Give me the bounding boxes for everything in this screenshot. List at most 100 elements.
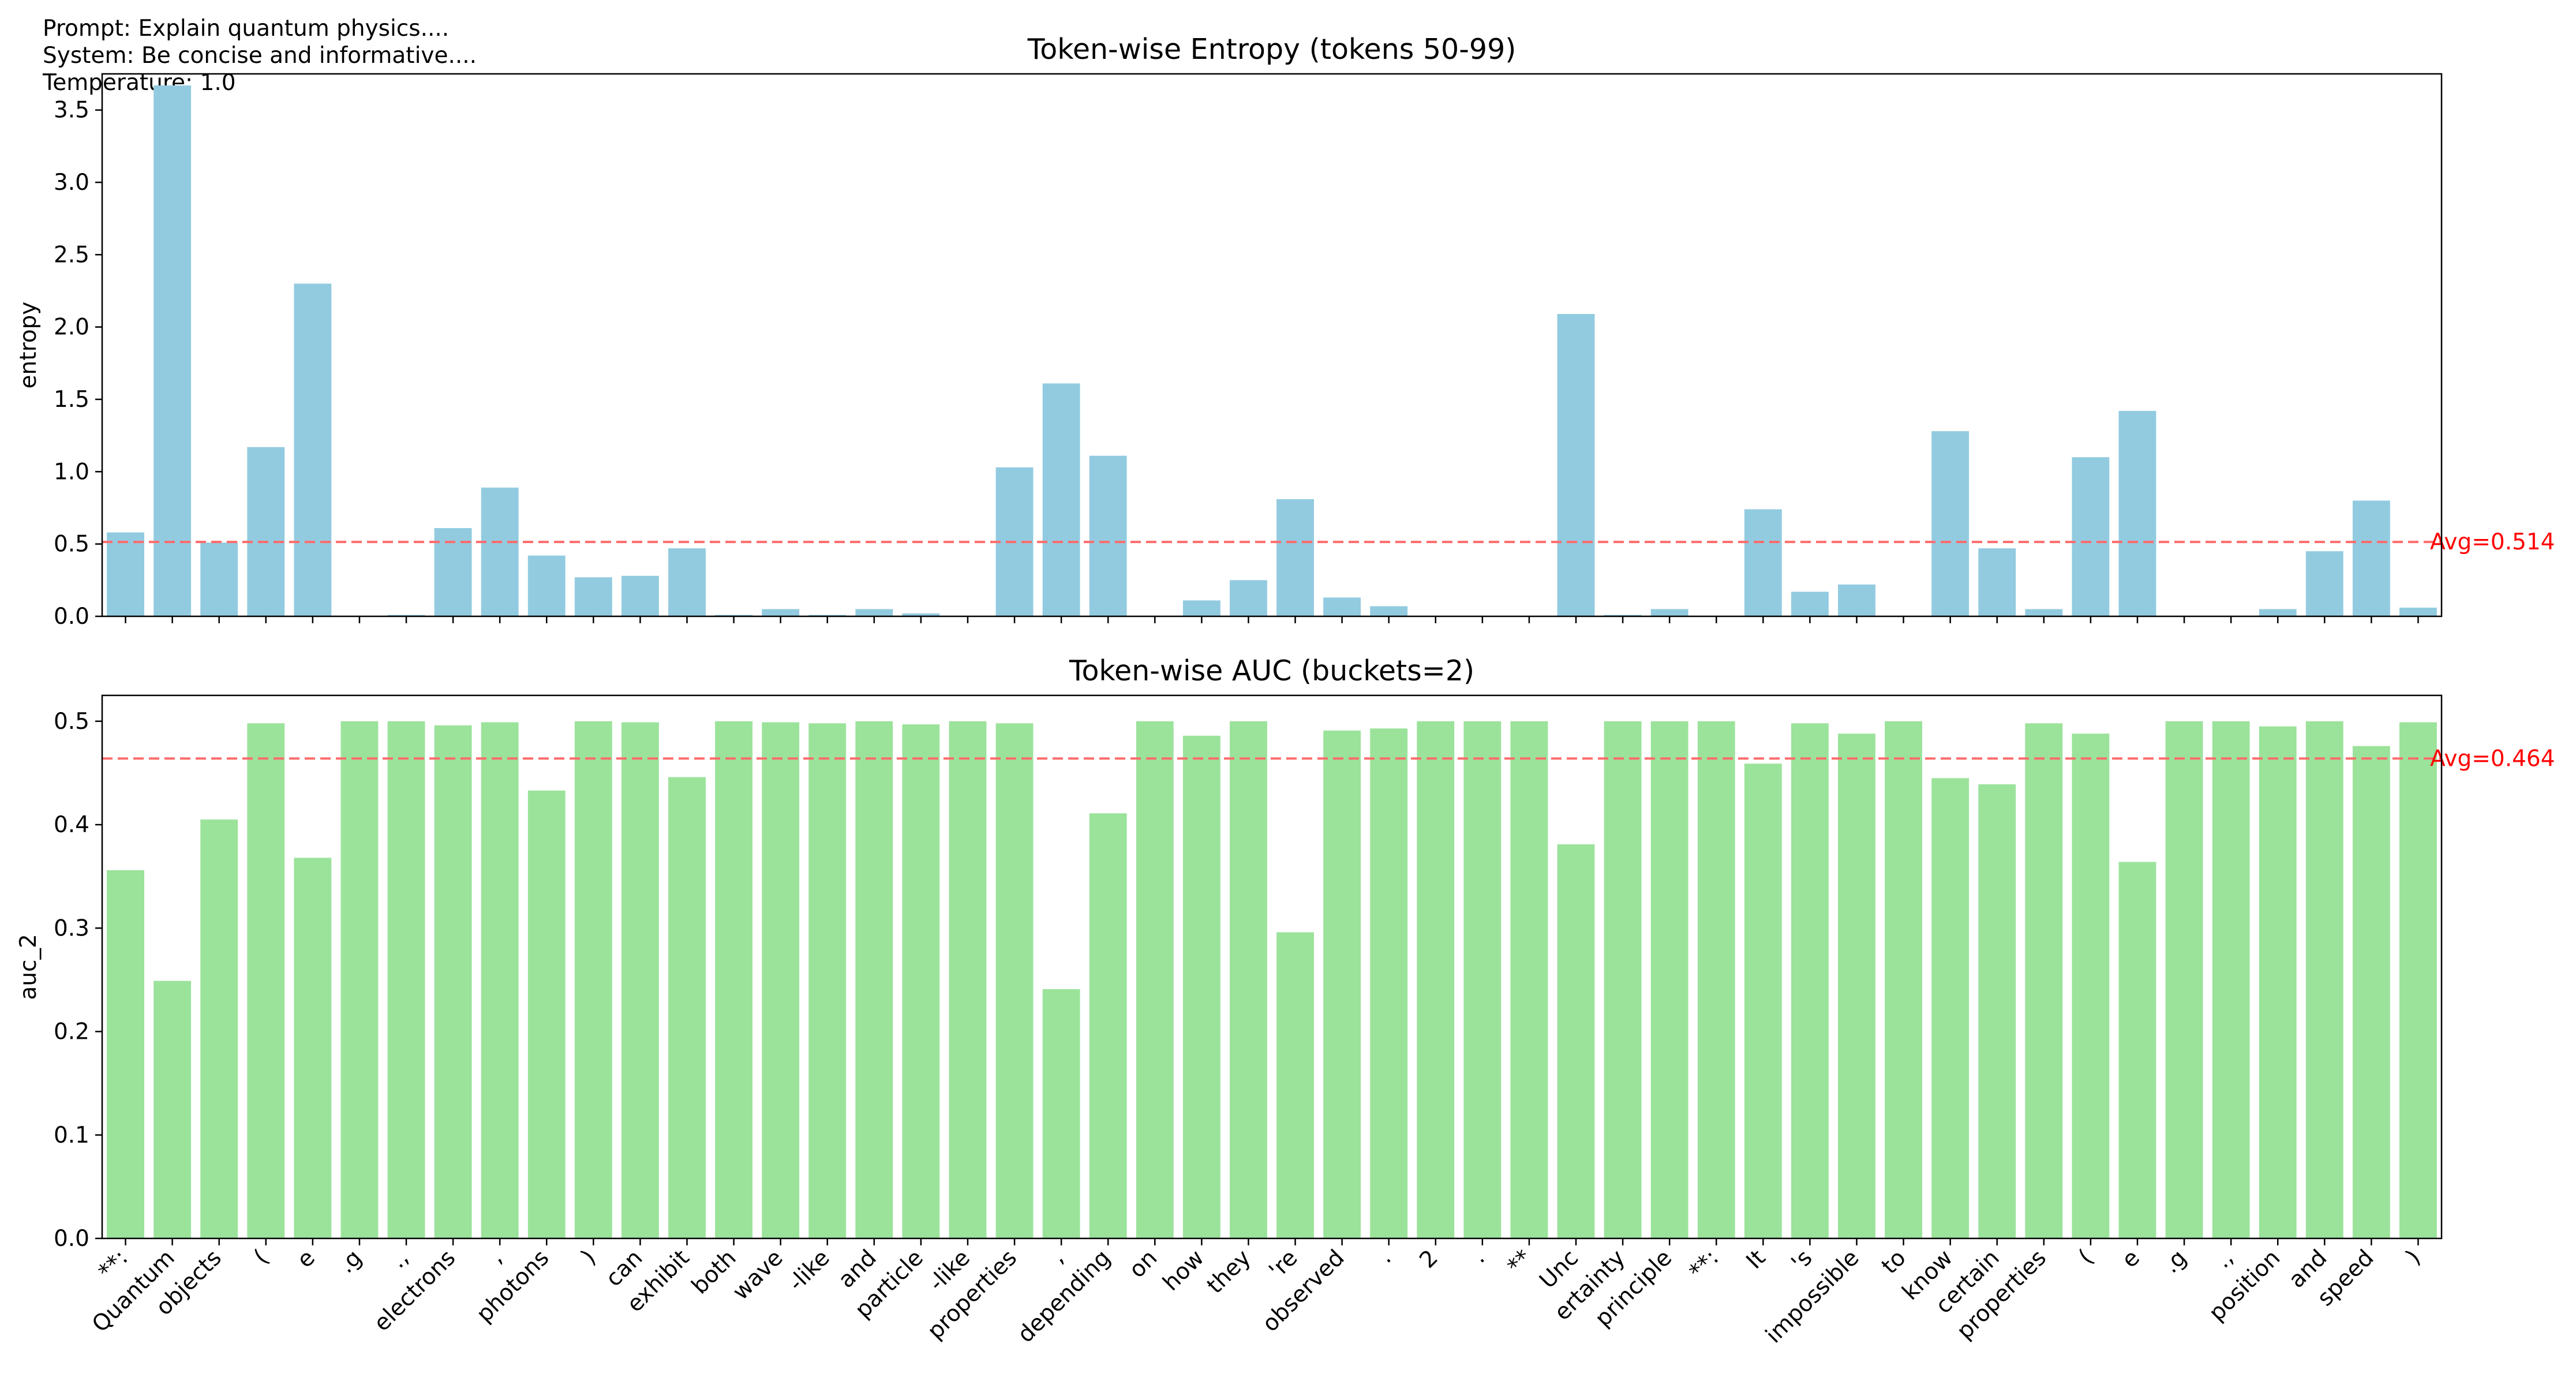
bar-1-11 bbox=[621, 722, 659, 1238]
bar-0-35 bbox=[1744, 509, 1782, 616]
y-tick-label: 0.3 bbox=[54, 915, 89, 941]
bar-1-47 bbox=[2305, 721, 2343, 1238]
bar-1-19 bbox=[995, 723, 1034, 1238]
bar-0-48 bbox=[2352, 500, 2390, 616]
x-tick-label: 're bbox=[1264, 1245, 1303, 1283]
x-tick-label: ** bbox=[1503, 1245, 1537, 1279]
bar-1-20 bbox=[1042, 989, 1080, 1238]
x-tick-label: .g bbox=[2158, 1245, 2192, 1278]
system-text: System: Be concise and informative.... bbox=[43, 43, 477, 69]
bar-0-6 bbox=[387, 615, 425, 616]
bar-0-31 bbox=[1557, 314, 1595, 616]
bar-0-47 bbox=[2305, 551, 2343, 616]
bar-1-37 bbox=[1838, 733, 1875, 1238]
bar-1-17 bbox=[902, 724, 940, 1238]
bar-1-33 bbox=[1650, 721, 1688, 1238]
bar-1-9 bbox=[527, 790, 566, 1238]
x-tick-label: properties bbox=[923, 1245, 1023, 1345]
bar-1-35 bbox=[1744, 763, 1782, 1238]
y-tick-label: 0.5 bbox=[54, 709, 89, 735]
bar-1-30 bbox=[1510, 721, 1548, 1238]
x-tick-label: **: bbox=[1684, 1245, 1724, 1285]
x-tick-label: they bbox=[1202, 1245, 1256, 1298]
y-tick-label: 0.0 bbox=[54, 1226, 89, 1252]
x-tick-label: electrons bbox=[369, 1245, 460, 1337]
x-tick-label: wave bbox=[728, 1245, 788, 1305]
x-tick-label: to bbox=[1877, 1245, 1911, 1279]
bar-1-8 bbox=[481, 722, 519, 1238]
x-tick-label: ( bbox=[2073, 1245, 2098, 1270]
y-axis-label: entropy bbox=[16, 302, 42, 389]
bar-0-0 bbox=[107, 532, 144, 616]
bar-0-12 bbox=[668, 548, 706, 616]
bar-1-39 bbox=[1931, 778, 1970, 1238]
bar-0-20 bbox=[1042, 383, 1080, 616]
bar-0-23 bbox=[1182, 600, 1220, 616]
prompt-text: Prompt: Explain quantum physics.... bbox=[43, 16, 450, 42]
x-tick-label: on bbox=[1124, 1245, 1162, 1283]
bar-1-40 bbox=[1978, 784, 2016, 1238]
x-tick-label: -like bbox=[784, 1245, 835, 1296]
y-tick-label: 0.2 bbox=[54, 1019, 89, 1045]
x-tick-label: ., bbox=[2210, 1245, 2238, 1273]
chart-title: Token-wise AUC (buckets=2) bbox=[1069, 654, 1474, 687]
bar-0-26 bbox=[1323, 597, 1361, 616]
bar-1-44 bbox=[2165, 721, 2203, 1238]
bar-0-15 bbox=[808, 615, 847, 616]
bar-1-27 bbox=[1370, 728, 1408, 1238]
bar-1-36 bbox=[1791, 723, 1829, 1238]
bar-1-4 bbox=[294, 858, 332, 1238]
bar-0-25 bbox=[1276, 499, 1314, 616]
y-tick-label: 1.0 bbox=[54, 459, 89, 485]
bar-0-3 bbox=[247, 447, 285, 616]
bar-1-43 bbox=[2118, 862, 2156, 1238]
avg-label: Avg=0.514 bbox=[2430, 529, 2555, 555]
plot-frame bbox=[101, 694, 2443, 1240]
bar-0-33 bbox=[1650, 609, 1688, 616]
bar-1-6 bbox=[387, 721, 425, 1238]
bar-1-14 bbox=[762, 722, 800, 1238]
temperature-text: Temperature: 1.0 bbox=[43, 70, 236, 96]
bar-1-7 bbox=[434, 725, 472, 1238]
y-tick-label: 1.5 bbox=[54, 387, 89, 413]
bar-0-4 bbox=[294, 283, 332, 616]
y-axis-label: auc_2 bbox=[16, 934, 42, 1000]
bar-1-25 bbox=[1276, 932, 1314, 1238]
bar-0-1 bbox=[153, 85, 192, 616]
bar-1-48 bbox=[2352, 746, 2390, 1238]
bar-1-34 bbox=[1697, 721, 1735, 1238]
y-tick-label: 3.0 bbox=[54, 170, 89, 196]
bar-0-43 bbox=[2118, 411, 2156, 616]
bar-1-1 bbox=[153, 980, 192, 1238]
bar-1-45 bbox=[2212, 721, 2250, 1238]
bar-1-31 bbox=[1557, 844, 1595, 1238]
bar-0-10 bbox=[574, 577, 612, 616]
bar-1-18 bbox=[949, 721, 987, 1238]
x-tick-label: e bbox=[292, 1245, 320, 1273]
x-tick-label: ) bbox=[2401, 1245, 2426, 1270]
bar-1-24 bbox=[1230, 721, 1267, 1238]
bar-0-36 bbox=[1791, 592, 1829, 616]
x-tick-label: . bbox=[1466, 1245, 1490, 1268]
y-tick-label: 0.4 bbox=[54, 812, 89, 838]
bar-1-29 bbox=[1463, 721, 1502, 1238]
chart-title: Token-wise Entropy (tokens 50-99) bbox=[1027, 33, 1517, 66]
bar-1-22 bbox=[1136, 721, 1174, 1238]
y-tick-label: 0.0 bbox=[54, 604, 89, 630]
bar-1-2 bbox=[200, 819, 238, 1238]
bar-0-24 bbox=[1230, 580, 1267, 616]
bar-1-41 bbox=[2025, 723, 2063, 1238]
bar-0-11 bbox=[621, 575, 659, 616]
bar-0-21 bbox=[1089, 455, 1127, 616]
entropy-chart: Avg=0.514 0.0 0.5 1.0 1.5 2.0 2.5 3.0 3.5 Token-w… bbox=[16, 33, 2555, 630]
y-tick-label: 2.5 bbox=[54, 242, 89, 268]
y-tick-label: 0.5 bbox=[54, 531, 89, 557]
bar-0-27 bbox=[1370, 606, 1408, 616]
bar-1-46 bbox=[2259, 726, 2297, 1238]
bar-1-38 bbox=[1885, 721, 1923, 1238]
bar-1-16 bbox=[855, 721, 893, 1238]
x-tick-label: photons bbox=[471, 1245, 554, 1327]
x-tick-label: 's bbox=[1787, 1245, 1818, 1276]
bar-1-32 bbox=[1604, 721, 1642, 1238]
